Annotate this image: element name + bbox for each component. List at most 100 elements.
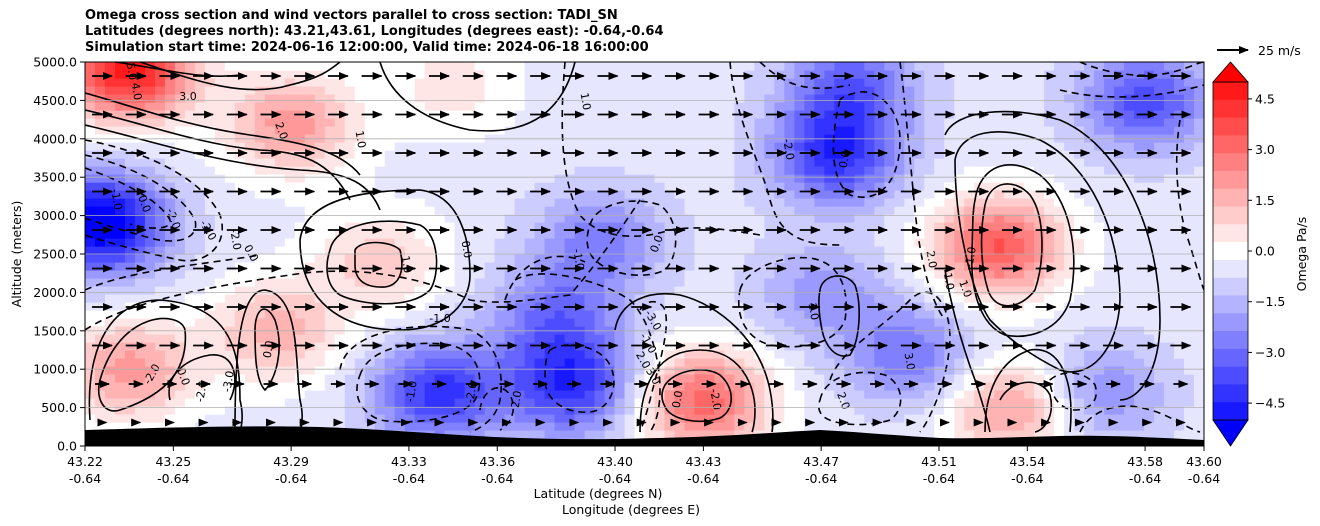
- field-cell: [114, 158, 126, 167]
- field-cell: [854, 422, 865, 431]
- field-cell: [94, 206, 106, 215]
- field-cell: [264, 158, 276, 167]
- field-cell: [224, 326, 236, 335]
- field-cell: [794, 86, 805, 95]
- field-cell: [994, 134, 1005, 143]
- field-cell: [474, 334, 486, 343]
- field-cell: [354, 278, 366, 287]
- field-cell: [574, 214, 586, 223]
- field-cell: [704, 286, 716, 295]
- field-cell: [484, 406, 496, 415]
- title-line-2: Latitudes (degrees north): 43.21,43.61, …: [85, 24, 664, 39]
- field-cell: [374, 318, 386, 327]
- field-cell: [644, 318, 656, 327]
- field-cell: [544, 230, 556, 239]
- field-cell: [1104, 422, 1115, 431]
- field-cell: [704, 182, 716, 191]
- field-cell: [284, 262, 296, 271]
- field-cell: [534, 78, 546, 87]
- field-cell: [314, 374, 326, 383]
- field-cell: [464, 214, 476, 223]
- field-cell: [1014, 366, 1025, 375]
- field-cell: [614, 406, 626, 415]
- field-cell: [174, 174, 186, 183]
- field-cell: [744, 366, 755, 375]
- field-cell: [844, 374, 855, 383]
- field-cell: [774, 182, 785, 191]
- field-cell: [434, 142, 446, 151]
- field-cell: [414, 78, 426, 87]
- field-cell: [744, 118, 755, 127]
- field-cell: [634, 286, 646, 295]
- field-cell: [194, 262, 206, 271]
- field-cell: [1024, 302, 1035, 311]
- field-cell: [314, 422, 326, 431]
- field-cell: [1044, 310, 1055, 319]
- field-cell: [704, 406, 716, 415]
- field-cell: [964, 270, 975, 279]
- field-cell: [534, 278, 546, 287]
- field-cell: [1014, 414, 1025, 423]
- field-cell: [344, 94, 356, 103]
- field-cell: [354, 254, 366, 263]
- field-cell: [564, 94, 576, 103]
- field-cell: [94, 158, 106, 167]
- field-cell: [85, 238, 96, 247]
- field-cell: [624, 262, 636, 271]
- field-cell: [844, 238, 855, 247]
- field-cell: [534, 246, 546, 255]
- field-cell: [1014, 134, 1025, 143]
- field-cell: [1104, 270, 1115, 279]
- field-cell: [674, 270, 686, 279]
- field-cell: [1084, 94, 1095, 103]
- field-cell: [1024, 134, 1035, 143]
- field-cell: [584, 150, 596, 159]
- field-cell: [474, 246, 486, 255]
- field-cell: [634, 310, 646, 319]
- field-cell: [544, 102, 556, 111]
- field-cell: [914, 94, 925, 103]
- field-cell: [714, 182, 726, 191]
- field-cell: [784, 350, 795, 359]
- field-cell: [834, 214, 845, 223]
- field-cell: [284, 390, 296, 399]
- field-cell: [734, 414, 746, 423]
- field-cell: [214, 286, 226, 295]
- field-cell: [1094, 278, 1105, 287]
- field-cell: [704, 214, 716, 223]
- field-cell: [454, 350, 466, 359]
- field-cell: [444, 334, 456, 343]
- field-cell: [414, 294, 426, 303]
- field-cell: [974, 70, 985, 79]
- field-cell: [254, 206, 266, 215]
- field-cell: [414, 310, 426, 319]
- field-cell: [684, 158, 696, 167]
- field-cell: [934, 142, 945, 151]
- field-cell: [764, 126, 775, 135]
- field-cell: [454, 310, 466, 319]
- field-cell: [494, 334, 506, 343]
- field-cell: [344, 374, 356, 383]
- field-cell: [534, 374, 546, 383]
- field-cell: [604, 102, 616, 111]
- field-cell: [904, 222, 915, 231]
- field-cell: [344, 158, 356, 167]
- field-cell: [414, 198, 426, 207]
- field-cell: [1064, 214, 1075, 223]
- field-cell: [454, 78, 466, 87]
- field-cell: [1114, 230, 1125, 239]
- field-cell: [594, 334, 606, 343]
- field-cell: [794, 126, 805, 135]
- field-cell: [254, 422, 266, 431]
- field-cell: [614, 78, 626, 87]
- field-cell: [744, 142, 755, 151]
- field-cell: [304, 174, 316, 183]
- field-cell: [824, 78, 835, 87]
- field-cell: [564, 326, 576, 335]
- field-cell: [954, 102, 965, 111]
- field-cell: [134, 254, 146, 263]
- field-cell: [874, 134, 885, 143]
- field-cell: [984, 142, 995, 151]
- field-cell: [364, 414, 376, 423]
- field-cell: [674, 422, 686, 431]
